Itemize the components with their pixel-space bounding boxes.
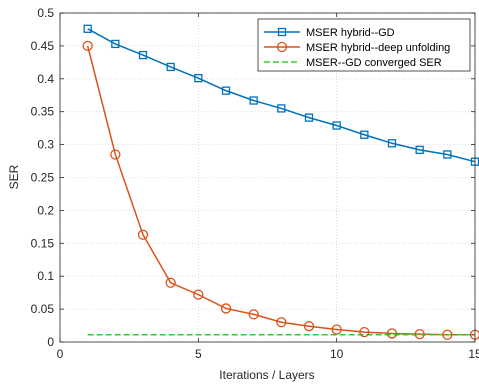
series-1-point <box>443 150 452 159</box>
y-tick-label: 0.2 <box>37 203 54 217</box>
y-tick-label: 0 <box>47 335 54 349</box>
y-tick-label: 0.1 <box>37 269 54 283</box>
series-1-point <box>166 62 175 72</box>
x-tick-label: 15 <box>468 347 479 361</box>
legend: MSER hybrid--GD MSER hybrid--deep unfoldi… <box>257 18 471 72</box>
series-1-point <box>360 130 369 139</box>
series-2-point <box>442 329 453 340</box>
series-1-point <box>415 145 424 155</box>
series-1-point <box>249 96 258 105</box>
y-tick-label: 0.25 <box>31 171 55 185</box>
series-1-point <box>221 86 231 95</box>
series-1-point <box>83 24 92 33</box>
series-2-point <box>248 309 259 320</box>
y-tick-label: 0.05 <box>31 302 55 316</box>
y-tick-label: 0.3 <box>37 138 54 152</box>
series-2-point <box>165 277 176 288</box>
series-2-point <box>137 229 149 240</box>
series-2-point <box>359 326 370 338</box>
series-2-point <box>414 328 425 340</box>
series-line-1 <box>87 28 476 163</box>
series-2-point <box>193 289 204 300</box>
series-2-point <box>331 324 342 335</box>
y-tick-label: 0.5 <box>37 6 54 20</box>
series-1-point <box>138 50 148 60</box>
series-2-point <box>110 149 121 160</box>
legend-marker-1 <box>277 27 287 37</box>
x-tick-label: 5 <box>195 347 202 361</box>
series-1-point <box>332 121 341 130</box>
series-2-point <box>276 317 287 328</box>
y-tick-label: 0.15 <box>31 236 55 250</box>
y-tick-label: 0.45 <box>31 39 55 53</box>
series-lines <box>86 28 476 336</box>
x-axis-label: Iterations / Layers <box>219 368 314 382</box>
legend-label-2: MSER hybrid--deep unfolding <box>306 42 450 54</box>
series-1-point <box>277 104 286 113</box>
x-tick-label: 10 <box>330 347 344 361</box>
x-tick-label: 0 <box>57 347 64 361</box>
series-1-point <box>387 139 397 148</box>
legend-marker-2 <box>276 41 288 53</box>
series-1-point <box>111 39 120 49</box>
series-markers <box>82 24 479 340</box>
y-tick-label: 0.35 <box>31 105 55 119</box>
legend-label-1: MSER hybrid--GD <box>306 27 395 39</box>
series-2-point <box>220 303 232 314</box>
series-1-point <box>194 73 203 83</box>
series-2-point <box>386 328 398 339</box>
y-tick-label: 0.4 <box>37 72 54 86</box>
y-axis-label: SER <box>7 164 21 189</box>
legend-label-3: MSER--GD converged SER <box>306 57 442 69</box>
series-2-point <box>82 40 93 52</box>
series-2-point <box>303 321 315 332</box>
series-1-point <box>304 113 314 122</box>
series-line-2 <box>86 45 475 336</box>
axis-ticks: 0 5 10 15 0 0.05 0.1 0.15 0.2 0.25 0.3 0.35 0.4 0.45 0… <box>31 6 479 361</box>
